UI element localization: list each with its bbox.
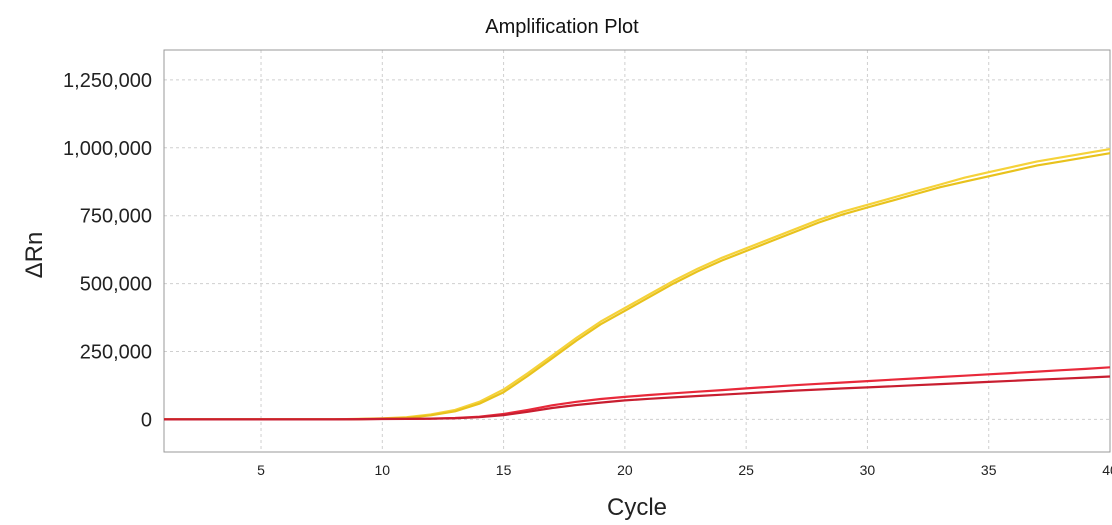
series-line-3 — [164, 366, 1111, 421]
series-group — [164, 148, 1111, 421]
x-tick-label: 5 — [257, 462, 265, 478]
x-tick-label: 40 — [1102, 462, 1112, 478]
y-axis: 0 250,000 500,000 750,000 1,000,000 1,250,000 — [63, 70, 152, 432]
x-tick-label: 30 — [860, 462, 876, 478]
y-tick-label: 750,000 — [80, 206, 152, 228]
y-tick-label: 250,000 — [80, 342, 152, 364]
series-line-1 — [164, 148, 1111, 421]
series-line-2 — [164, 152, 1111, 421]
x-tick-label: 10 — [375, 462, 391, 478]
x-axis: 5 10 15 20 25 30 35 40 — [257, 462, 1112, 478]
chart-title: Amplification Plot — [485, 16, 639, 38]
plot-area-frame — [163, 49, 1111, 453]
x-tick-label: 15 — [496, 462, 512, 478]
series-line-4 — [164, 375, 1111, 421]
y-tick-label: 1,000,000 — [63, 138, 152, 160]
y-axis-label: ΔRn — [21, 232, 48, 279]
x-tick-label: 25 — [738, 462, 754, 478]
y-tick-label: 0 — [141, 409, 152, 431]
x-tick-label: 35 — [981, 462, 997, 478]
x-tick-label: 20 — [617, 462, 633, 478]
y-tick-label: 500,000 — [80, 274, 152, 296]
y-tick-label: 1,250,000 — [63, 70, 152, 92]
grid — [164, 50, 1111, 452]
x-axis-label: Cycle — [607, 494, 667, 521]
